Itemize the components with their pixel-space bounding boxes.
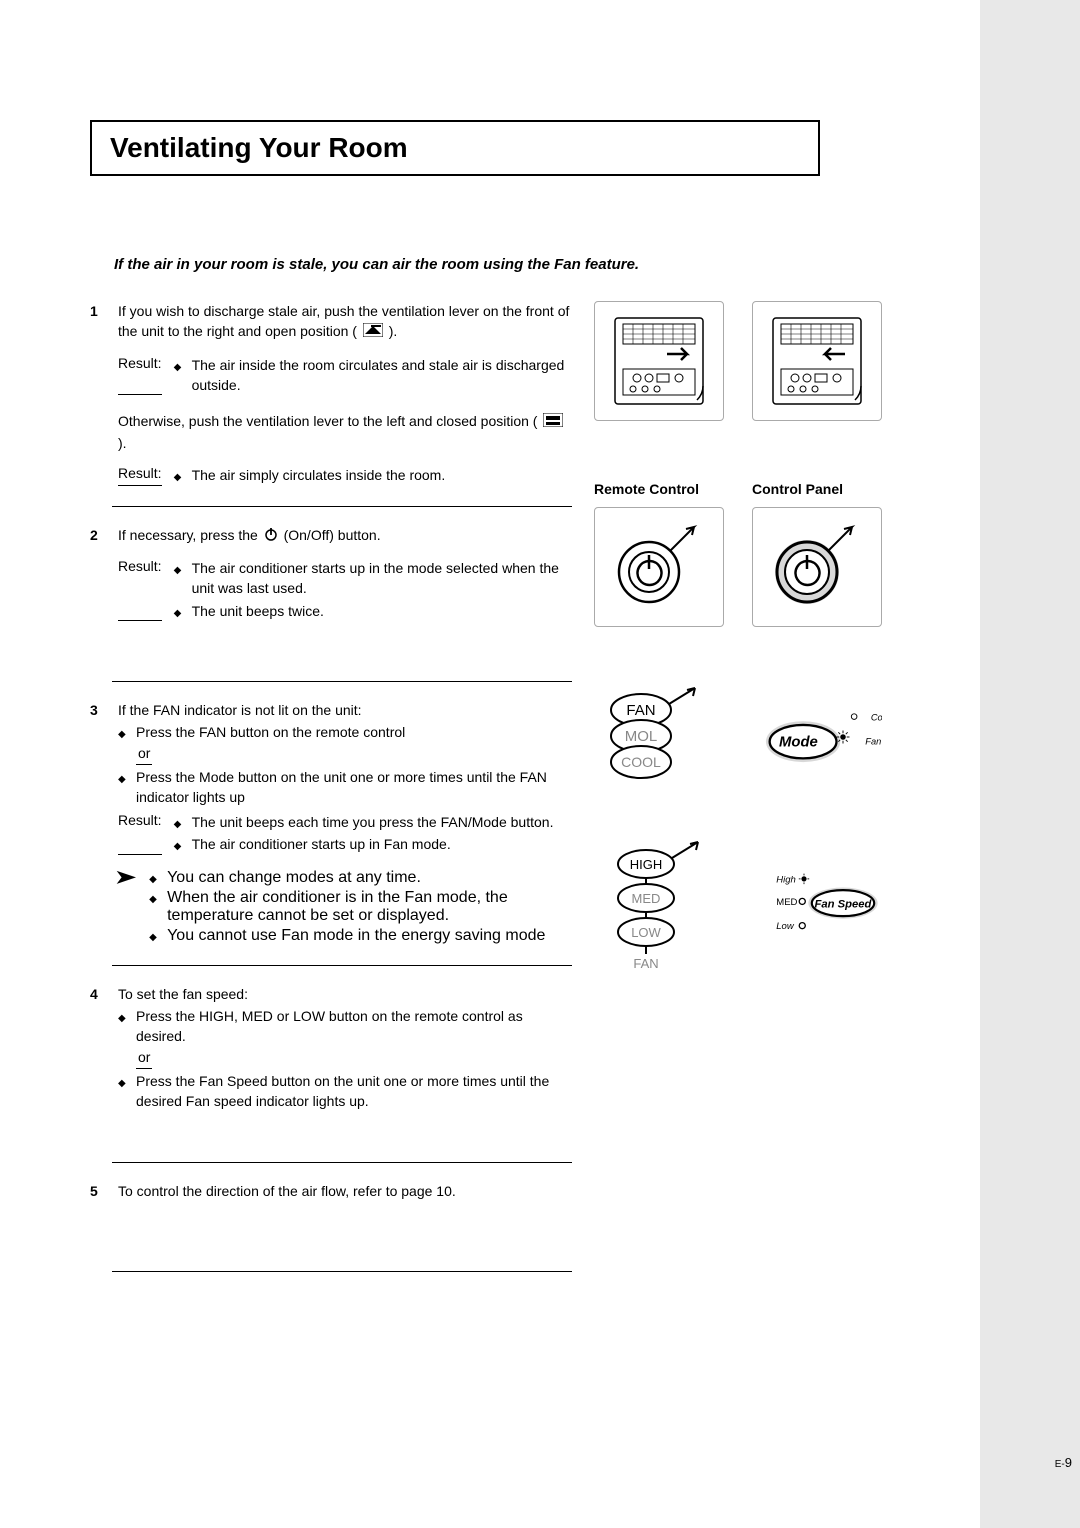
step5-line1: To control the direction of the air flow… bbox=[118, 1181, 570, 1201]
title-box: Ventilating Your Room bbox=[90, 120, 820, 176]
step-num: 5 bbox=[90, 1181, 106, 1201]
step-5: 5 To control the direction of the air fl… bbox=[90, 1181, 570, 1201]
vent-open-icon bbox=[363, 322, 383, 342]
note3: You cannot use Fan mode in the energy sa… bbox=[167, 927, 545, 945]
unit-vent-open-diagram bbox=[594, 301, 724, 421]
page-title: Ventilating Your Room bbox=[110, 132, 800, 164]
divider bbox=[112, 1162, 572, 1163]
b1: Press the HIGH, MED or LOW button on the… bbox=[136, 1006, 570, 1047]
or-label: or bbox=[136, 1047, 152, 1069]
unit-vent-closed-diagram bbox=[752, 301, 882, 421]
result-text: The air conditioner starts up in the mod… bbox=[192, 558, 570, 599]
remote-power-diagram bbox=[594, 507, 724, 627]
or-label: or bbox=[136, 743, 152, 765]
diamond-icon bbox=[174, 558, 184, 599]
r2: The air conditioner starts up in Fan mod… bbox=[192, 834, 451, 855]
diamond-icon bbox=[118, 722, 128, 743]
otherwise-after: ). bbox=[118, 435, 127, 451]
diamond-icon bbox=[174, 812, 184, 833]
result-label: Result: bbox=[118, 463, 162, 486]
step4-line1: To set the fan speed: bbox=[118, 984, 570, 1004]
step-4: 4 To set the fan speed: Press the HIGH, … bbox=[90, 984, 570, 1112]
panel-fanspeed-diagram: High MED Fan Speed Low bbox=[752, 837, 882, 997]
mode-label: Mode bbox=[779, 734, 818, 750]
page-number: E-9 bbox=[1055, 1455, 1072, 1470]
diamond-icon bbox=[149, 889, 159, 925]
step-num: 2 bbox=[90, 525, 106, 622]
note1: You can change modes at any time. bbox=[167, 869, 421, 887]
diamond-icon bbox=[174, 834, 184, 855]
note-arrow-icon: ➤ bbox=[115, 867, 136, 945]
result-text: The unit beeps twice. bbox=[192, 601, 324, 622]
step-1: 1 If you wish to discharge stale air, pu… bbox=[90, 301, 570, 486]
step-2: 2 If necessary, press the (On/Off) butto… bbox=[90, 525, 570, 622]
med-label: MED bbox=[632, 891, 661, 906]
panel-mode-diagram: Mode Cool Fan bbox=[752, 677, 882, 797]
header-remote: Remote Control bbox=[594, 481, 724, 497]
sidebar-gray bbox=[980, 0, 1080, 1528]
panel-power-diagram bbox=[752, 507, 882, 627]
diamond-icon bbox=[174, 355, 184, 396]
diamond-icon bbox=[174, 601, 184, 622]
step-num: 4 bbox=[90, 984, 106, 1112]
image-column: Remote Control Control Panel bbox=[594, 301, 914, 1290]
b2: Press the Fan Speed button on the unit o… bbox=[136, 1071, 570, 1112]
diamond-icon bbox=[149, 927, 159, 945]
remote-speed-diagram: HIGH MED LOW FAN bbox=[594, 837, 724, 997]
step-num: 1 bbox=[90, 301, 106, 486]
divider bbox=[112, 681, 572, 682]
fan-label: FAN bbox=[633, 956, 658, 971]
med-label: MED bbox=[776, 897, 797, 908]
remote-fan-button-diagram: FAN MOL COOL bbox=[594, 677, 724, 797]
divider bbox=[112, 506, 572, 507]
note2: When the air conditioner is in the Fan m… bbox=[167, 889, 570, 925]
high-label: High bbox=[776, 874, 796, 885]
step-num: 3 bbox=[90, 700, 106, 855]
diamond-icon bbox=[118, 1071, 128, 1112]
result-text: The air simply circulates inside the roo… bbox=[192, 465, 446, 486]
result-label: Result: bbox=[118, 353, 162, 396]
result-text: The air inside the room circulates and s… bbox=[192, 355, 570, 396]
cool-label: COOL bbox=[621, 754, 661, 770]
divider bbox=[112, 965, 572, 966]
low-label: LOW bbox=[631, 925, 661, 940]
diamond-icon bbox=[118, 767, 128, 808]
fan-label: FAN bbox=[626, 702, 655, 719]
vent-closed-icon bbox=[543, 412, 563, 432]
diamond-icon bbox=[118, 1006, 128, 1047]
result-label: Result: bbox=[118, 556, 162, 621]
step2-text2: (On/Off) button. bbox=[284, 527, 381, 543]
otherwise-text: Otherwise, push the ventilation lever to… bbox=[118, 413, 537, 429]
divider bbox=[112, 1271, 572, 1272]
diamond-icon bbox=[149, 869, 159, 887]
step3-line1: If the FAN indicator is not lit on the u… bbox=[118, 700, 570, 720]
step1-after: ). bbox=[389, 323, 398, 339]
fan-label: Fan bbox=[865, 736, 881, 746]
step2-text1: If necessary, press the bbox=[118, 527, 262, 543]
power-icon bbox=[264, 526, 278, 546]
high-label: HIGH bbox=[630, 857, 663, 872]
header-panel: Control Panel bbox=[752, 481, 882, 497]
mol-label: MOL bbox=[625, 728, 658, 745]
cool-label: Cool bbox=[871, 712, 882, 722]
page-content: Ventilating Your Room If the air in your… bbox=[90, 120, 980, 1290]
r1: The unit beeps each time you press the F… bbox=[192, 812, 554, 833]
step1-text: If you wish to discharge stale air, push… bbox=[118, 303, 569, 339]
fanspeed-label: Fan Speed bbox=[815, 898, 873, 910]
note-block: ➤ You can change modes at any time. When… bbox=[90, 867, 570, 945]
text-column: 1 If you wish to discharge stale air, pu… bbox=[90, 301, 570, 1290]
step-3: 3 If the FAN indicator is not lit on the… bbox=[90, 700, 570, 855]
intro-text: If the air in your room is stale, you ca… bbox=[90, 256, 980, 273]
page-num-value: 9 bbox=[1065, 1455, 1072, 1470]
low-label: Low bbox=[776, 921, 795, 932]
result-label: Result: bbox=[118, 810, 162, 855]
page-prefix: E- bbox=[1055, 1459, 1065, 1470]
diamond-icon bbox=[174, 465, 184, 486]
b1: Press the FAN button on the remote contr… bbox=[136, 722, 405, 743]
column-headers: Remote Control Control Panel bbox=[594, 481, 914, 497]
b2: Press the Mode button on the unit one or… bbox=[136, 767, 570, 808]
